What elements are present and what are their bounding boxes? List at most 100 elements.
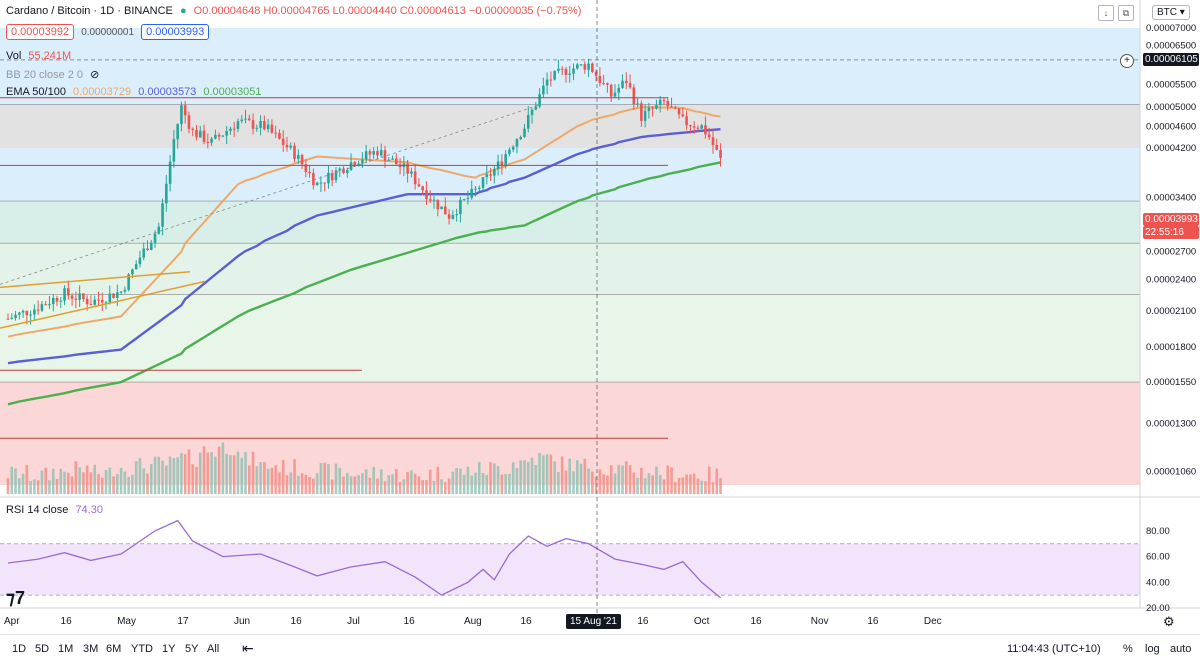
ask-pill[interactable]: 0.00003993 bbox=[141, 24, 210, 40]
screenshot-icon[interactable]: ⧉ bbox=[1118, 5, 1134, 21]
candle-body bbox=[715, 144, 719, 150]
candle-body bbox=[232, 128, 236, 130]
candle-body bbox=[240, 119, 244, 122]
candle-body bbox=[236, 121, 240, 129]
auto-toggle[interactable]: auto bbox=[1170, 643, 1192, 655]
time-tick: 16 bbox=[404, 616, 416, 627]
volume-bar bbox=[259, 462, 262, 494]
grid bbox=[0, 0, 1200, 609]
chart-canvas[interactable]: 0.00007000 0.00006500 0.00005500 0.00005000… bbox=[0, 0, 1200, 634]
add-alert-icon[interactable]: + bbox=[1120, 54, 1134, 68]
candle-body bbox=[481, 177, 485, 188]
download-icon[interactable]: ↓ bbox=[1098, 5, 1114, 21]
volume-bar bbox=[624, 461, 628, 494]
candle-body bbox=[63, 288, 66, 301]
candle-body bbox=[485, 174, 489, 178]
volume-bar bbox=[719, 478, 722, 494]
candle-body bbox=[221, 135, 225, 137]
tradingview-logo-icon[interactable]: ⁊7 bbox=[6, 588, 25, 608]
volume-bar bbox=[493, 463, 496, 494]
rsi-label: RSI 14 close bbox=[6, 504, 69, 516]
volume-bar bbox=[112, 476, 115, 494]
ema-legend[interactable]: EMA 50/100 0.00003729 0.00003573 0.00003… bbox=[6, 86, 266, 98]
volume-bar bbox=[82, 472, 85, 494]
date-range-icon[interactable]: ⇤ bbox=[242, 640, 254, 656]
price-tick: 0.00004600 bbox=[1146, 122, 1196, 133]
candle-body bbox=[278, 132, 281, 139]
volume-bar bbox=[557, 471, 560, 494]
tf-ytd[interactable]: YTD bbox=[131, 643, 153, 655]
volume-bar bbox=[346, 472, 349, 494]
wedge-line bbox=[0, 270, 191, 289]
rsi-legend[interactable]: RSI 14 close 74.30 bbox=[6, 504, 107, 516]
candle-body bbox=[89, 304, 93, 306]
volume-bar bbox=[640, 467, 643, 494]
volume-bar bbox=[459, 468, 462, 494]
candle-body bbox=[198, 130, 202, 138]
candle-body bbox=[217, 134, 221, 137]
tf-5y[interactable]: 5Y bbox=[185, 643, 199, 655]
percent-toggle[interactable]: % bbox=[1123, 643, 1133, 655]
candle-body bbox=[719, 149, 722, 158]
eye-hidden-icon[interactable]: ⊘ bbox=[90, 69, 100, 81]
candle-body bbox=[523, 128, 526, 138]
candle-body bbox=[180, 105, 183, 125]
volume-bar bbox=[609, 465, 613, 494]
bid-pill[interactable]: 0.00003992 bbox=[6, 24, 75, 40]
bb-legend[interactable]: BB 20 close 2 0 ⊘ bbox=[6, 68, 103, 81]
volume-bar bbox=[587, 468, 590, 494]
candle-body bbox=[172, 139, 176, 162]
candle-body bbox=[55, 297, 59, 302]
volume-bar bbox=[685, 474, 688, 494]
volume-bar bbox=[583, 458, 587, 494]
volume-bar bbox=[119, 467, 123, 494]
candle-body bbox=[413, 171, 417, 185]
volume-bar bbox=[617, 464, 621, 494]
candle-body bbox=[534, 106, 538, 110]
volume-bar bbox=[647, 473, 651, 494]
candle-body bbox=[436, 199, 440, 210]
volume-bar bbox=[523, 460, 526, 494]
candle-body bbox=[462, 199, 466, 201]
candle-body bbox=[549, 79, 553, 81]
volume-bar bbox=[575, 460, 579, 494]
volume-bar bbox=[387, 475, 391, 494]
volume-bar bbox=[413, 473, 417, 494]
candle-body bbox=[707, 134, 711, 138]
volume-bar bbox=[410, 470, 413, 494]
ema-value-3: 0.00003051 bbox=[203, 86, 262, 98]
tf-1m[interactable]: 1M bbox=[58, 643, 74, 655]
currency-select[interactable]: BTC ▾ bbox=[1152, 5, 1190, 20]
gear-icon[interactable]: ⚙ bbox=[1163, 614, 1175, 629]
candle-body bbox=[677, 108, 681, 115]
candle-body bbox=[195, 129, 198, 138]
volume-bar bbox=[74, 461, 78, 494]
candle-body bbox=[78, 293, 81, 300]
volume-bar bbox=[210, 452, 213, 494]
tf-1y[interactable]: 1Y bbox=[162, 643, 176, 655]
candle-body bbox=[116, 292, 119, 298]
candle-body bbox=[632, 87, 636, 105]
tf-5d[interactable]: 5D bbox=[35, 643, 50, 655]
clock[interactable]: 11:04:43 (UTC+10) bbox=[1007, 643, 1101, 655]
candle-body bbox=[395, 158, 398, 165]
candle-body bbox=[466, 197, 470, 200]
volume-bar bbox=[364, 469, 368, 494]
tf-6m[interactable]: 6M bbox=[106, 643, 122, 655]
tf-all[interactable]: All bbox=[207, 643, 220, 655]
volume-bar bbox=[598, 469, 602, 494]
symbol-title[interactable]: Cardano / Bitcoin · 1D · BINANCE bbox=[6, 5, 173, 17]
log-toggle[interactable]: log bbox=[1145, 643, 1160, 655]
tf-1d[interactable]: 1D bbox=[12, 643, 27, 655]
vol-legend[interactable]: Vol 55.241M bbox=[6, 50, 75, 62]
volume-bar bbox=[447, 478, 451, 494]
candle-body bbox=[251, 120, 255, 129]
volume-bar bbox=[244, 452, 247, 494]
candle-body bbox=[70, 295, 74, 299]
volume-bar bbox=[391, 474, 394, 494]
tf-3m[interactable]: 3M bbox=[83, 643, 99, 655]
candle-body bbox=[564, 68, 568, 75]
time-tick: 16 bbox=[61, 616, 73, 627]
vol-label: Vol bbox=[6, 50, 22, 62]
volume-bar bbox=[643, 478, 647, 494]
